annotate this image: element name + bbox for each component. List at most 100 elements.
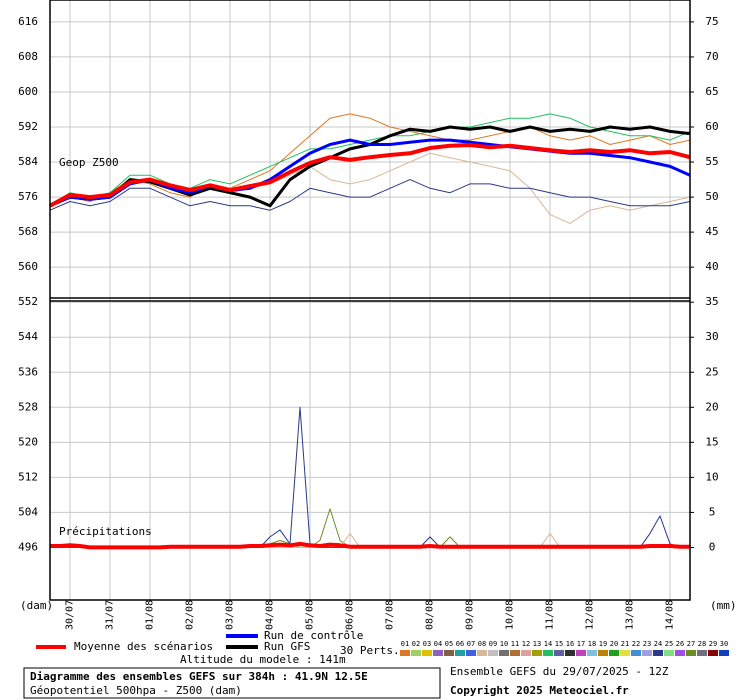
legend-label: 30 Perts. (340, 644, 400, 657)
y2-tick-label: 55 (705, 155, 718, 168)
pert-swatch (411, 650, 421, 656)
pert-label: 08 (478, 640, 486, 648)
altitude: Altitude du modele : 141m (180, 653, 346, 666)
y-tick-label: 584 (18, 155, 38, 168)
y-tick-label: 592 (18, 120, 38, 133)
pert-label: 21 (621, 640, 629, 648)
pert-label: 19 (599, 640, 607, 648)
y2-tick-label: 30 (705, 330, 718, 343)
pert-label: 15 (555, 640, 563, 648)
pert-label: 05 (445, 640, 453, 648)
pert-swatch (565, 650, 575, 656)
pert-label: 29 (709, 640, 717, 648)
x-tick-label: 10/08 (505, 600, 516, 630)
pert-label: 17 (577, 640, 585, 648)
plot-area (50, 0, 690, 600)
pert-swatch (642, 650, 652, 656)
y-tick-label: 576 (18, 190, 38, 203)
x-tick-label: 30/07 (65, 600, 76, 630)
series-line (49, 179, 691, 211)
pert-swatch (477, 650, 487, 656)
axis-unit: (dam) (20, 599, 53, 612)
y2-tick-label: 0 (709, 540, 716, 553)
pert-swatch (697, 650, 707, 656)
pert-swatch (422, 650, 432, 656)
pert-swatch (521, 650, 531, 656)
pert-swatch (510, 650, 520, 656)
pert-swatch (554, 650, 564, 656)
y2-tick-label: 35 (705, 295, 718, 308)
pert-swatch (719, 650, 729, 656)
copyright: Copyright 2025 Meteociel.fr (450, 684, 629, 697)
pert-label: 03 (423, 640, 431, 648)
x-tick-label: 03/08 (225, 600, 236, 630)
legend-label: Run de contrôle (264, 629, 363, 642)
series-line (49, 113, 691, 207)
pert-label: 01 (401, 640, 409, 648)
pert-label: 23 (643, 640, 651, 648)
x-tick-label: 13/08 (625, 600, 636, 630)
pert-label: 16 (566, 640, 574, 648)
y-tick-label: 512 (18, 470, 38, 483)
y2-tick-label: 25 (705, 365, 718, 378)
y2-tick-label: 60 (705, 120, 718, 133)
plot-frame (49, 0, 691, 601)
pert-label: 27 (687, 640, 695, 648)
pert-swatch (455, 650, 465, 656)
pert-label: 28 (698, 640, 706, 648)
pert-label: 30 (720, 640, 728, 648)
pert-swatch (686, 650, 696, 656)
x-tick-label: 08/08 (425, 600, 436, 630)
y-tick-label: 528 (18, 400, 38, 413)
pert-swatch (543, 650, 553, 656)
y-tick-label: 552 (18, 295, 38, 308)
pert-swatch (576, 650, 586, 656)
pert-swatch (631, 650, 641, 656)
y2-tick-label: 65 (705, 85, 718, 98)
footer-subtitle: Géopotentiel 500hpa - Z500 (dam) (30, 684, 242, 697)
y-tick-label: 560 (18, 260, 38, 273)
pert-swatch (466, 650, 476, 656)
x-tick-label: 12/08 (585, 600, 596, 630)
y2-tick-label: 70 (705, 50, 718, 63)
x-tick-label: 01/08 (145, 600, 156, 630)
x-tick-label: 05/08 (305, 600, 316, 630)
x-tick-label: 07/08 (385, 600, 396, 630)
y-tick-label: 608 (18, 50, 38, 63)
pert-swatch (620, 650, 630, 656)
pert-label: 24 (654, 640, 662, 648)
y2-tick-label: 50 (705, 190, 718, 203)
y-tick-label: 568 (18, 225, 38, 238)
pert-swatch (499, 650, 509, 656)
x-tick-label: 02/08 (185, 600, 196, 630)
footer-box (23, 667, 441, 699)
pert-label: 04 (434, 640, 442, 648)
pert-label: 06 (456, 640, 464, 648)
pert-label: 12 (522, 640, 530, 648)
y-tick-label: 520 (18, 435, 38, 448)
pert-swatch (708, 650, 718, 656)
y2-tick-label: 15 (705, 435, 718, 448)
pert-swatch (532, 650, 542, 656)
y2-tick-label: 45 (705, 225, 718, 238)
pert-swatch (664, 650, 674, 656)
pert-label: 14 (544, 640, 552, 648)
y-tick-label: 496 (18, 540, 38, 553)
pert-swatch (400, 650, 410, 656)
y2-tick-label: 40 (705, 260, 718, 273)
x-tick-label: 14/08 (665, 600, 676, 630)
x-tick-label: 09/08 (465, 600, 476, 630)
pert-label: 18 (588, 640, 596, 648)
pert-swatch (609, 650, 619, 656)
y-tick-label: 616 (18, 15, 38, 28)
pert-swatch (444, 650, 454, 656)
pert-label: 13 (533, 640, 541, 648)
pert-label: 22 (632, 640, 640, 648)
pert-swatch (675, 650, 685, 656)
pert-label: 10 (500, 640, 508, 648)
y2-tick-label: 10 (705, 470, 718, 483)
series-line (49, 143, 691, 208)
y2-tick-label: 20 (705, 400, 718, 413)
pert-label: 07 (467, 640, 475, 648)
